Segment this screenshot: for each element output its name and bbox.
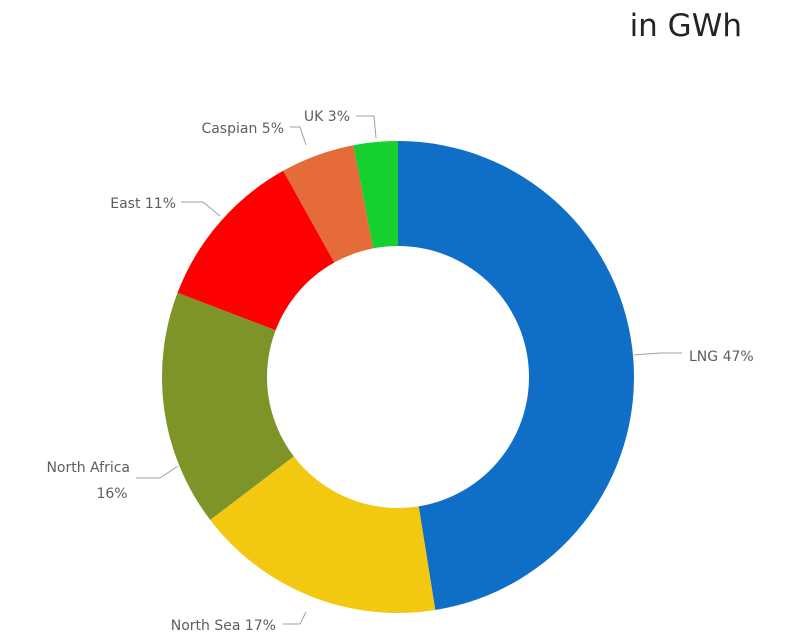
leader-north-africa: [136, 465, 179, 479]
leader-caspian: [290, 126, 307, 146]
leader-lng: [633, 352, 682, 356]
slice-caspian[interactable]: [283, 145, 374, 263]
data-label-caspian: Caspian 5%: [201, 121, 284, 137]
leader-uk: [356, 115, 377, 139]
slice-north-sea[interactable]: [210, 456, 436, 613]
data-label-north-sea: North Sea 17%: [171, 618, 276, 634]
data-label-north-africa-pct: 16%: [96, 486, 127, 502]
slice-lng[interactable]: [398, 141, 635, 611]
chart-title: in GWh: [629, 8, 742, 44]
data-label-lng: LNG 47%: [689, 349, 754, 365]
slice-north-africa[interactable]: [162, 292, 294, 520]
slice-uk[interactable]: [353, 141, 398, 249]
data-label-uk: UK 3%: [304, 109, 350, 125]
slice-east[interactable]: [177, 170, 335, 331]
leader-north-sea: [283, 611, 307, 625]
leader-east: [181, 201, 221, 217]
data-label-north-africa: North Africa: [46, 460, 130, 476]
data-label-east: East 11%: [110, 196, 176, 212]
